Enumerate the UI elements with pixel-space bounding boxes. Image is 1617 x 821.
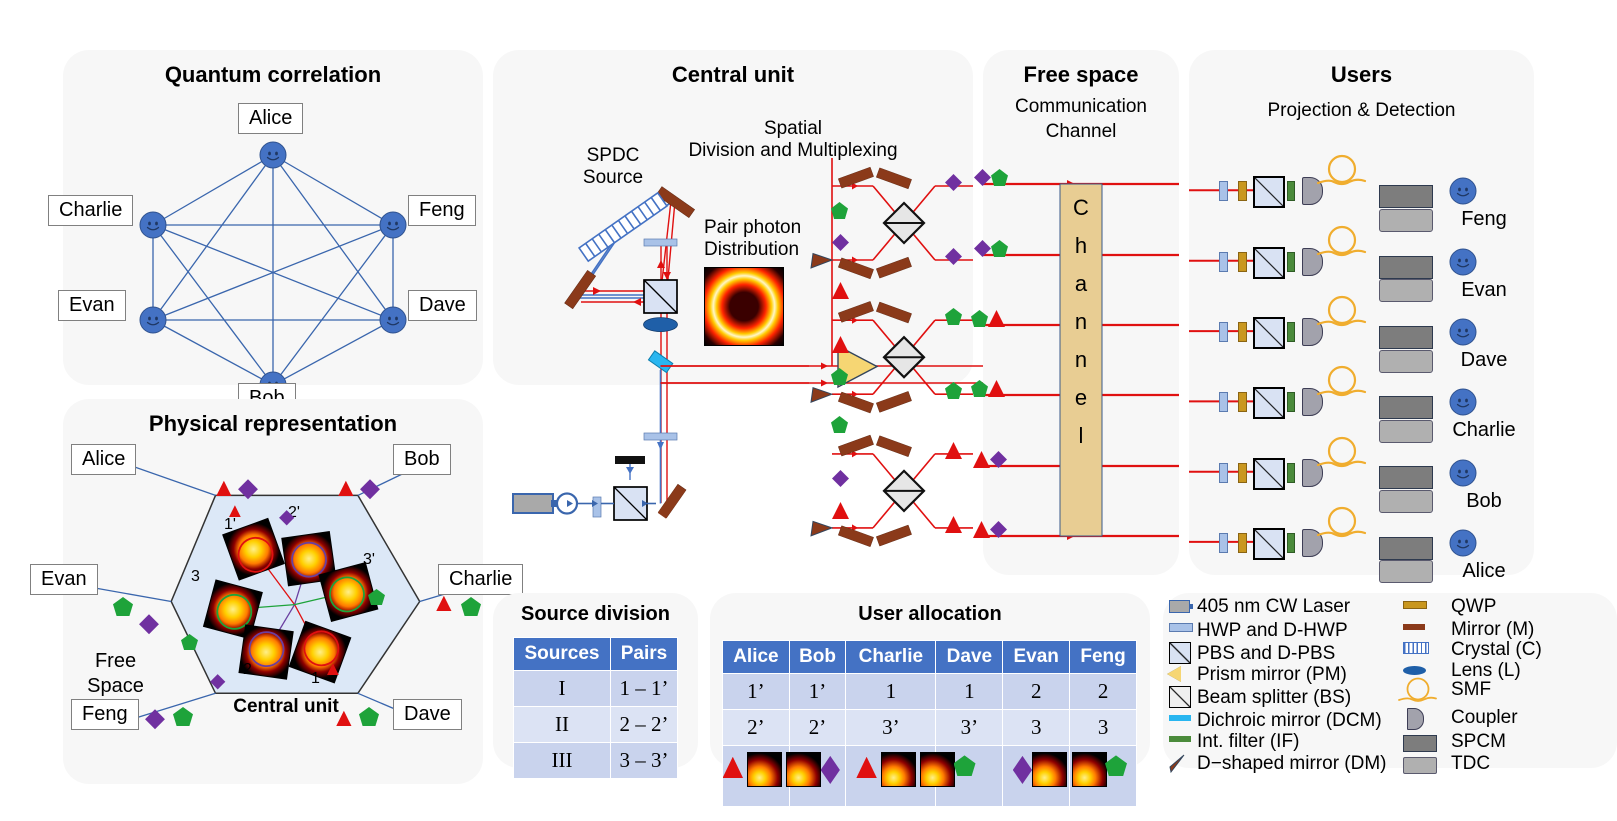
svg-text:1: 1 <box>311 670 320 687</box>
svg-text:e: e <box>1075 385 1087 410</box>
svg-text:3: 3 <box>191 568 200 585</box>
svg-text:3': 3' <box>363 551 375 568</box>
svg-text:l: l <box>1079 423 1084 448</box>
svg-text:Central unit: Central unit <box>233 696 339 717</box>
svg-text:2: 2 <box>243 661 252 678</box>
svg-text:n: n <box>1075 347 1087 372</box>
svg-text:a: a <box>1075 271 1088 296</box>
svg-text:h: h <box>1075 233 1087 258</box>
svg-text:C: C <box>1073 195 1089 220</box>
svg-text:n: n <box>1075 309 1087 334</box>
